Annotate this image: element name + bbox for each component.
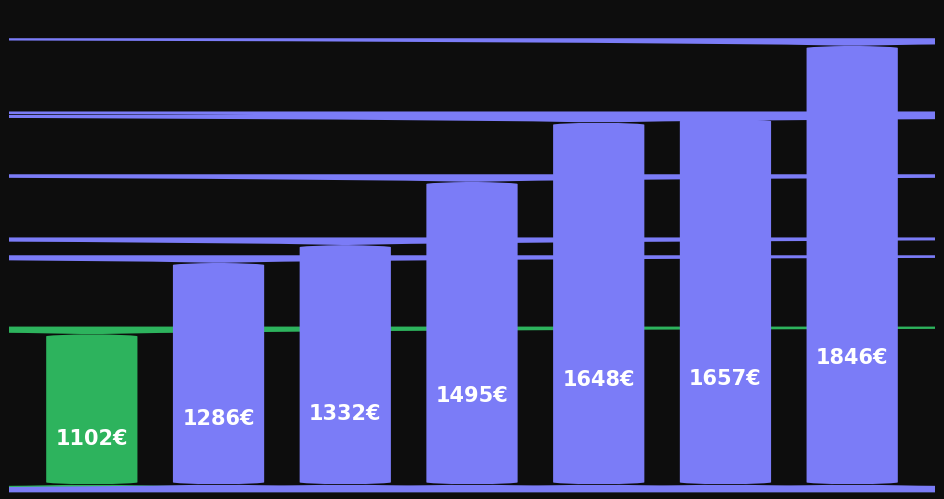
FancyBboxPatch shape xyxy=(0,238,944,492)
FancyBboxPatch shape xyxy=(0,255,944,492)
Text: 1286€: 1286€ xyxy=(182,409,255,429)
Text: 1846€: 1846€ xyxy=(816,348,888,368)
FancyBboxPatch shape xyxy=(0,115,944,492)
Text: 1495€: 1495€ xyxy=(435,386,509,406)
FancyBboxPatch shape xyxy=(0,111,944,492)
Text: 1102€: 1102€ xyxy=(56,429,128,449)
Text: 1332€: 1332€ xyxy=(309,404,381,424)
FancyBboxPatch shape xyxy=(0,174,944,492)
Text: 1648€: 1648€ xyxy=(563,369,635,390)
FancyBboxPatch shape xyxy=(0,38,944,492)
Text: 1657€: 1657€ xyxy=(689,369,762,389)
FancyBboxPatch shape xyxy=(0,326,944,492)
